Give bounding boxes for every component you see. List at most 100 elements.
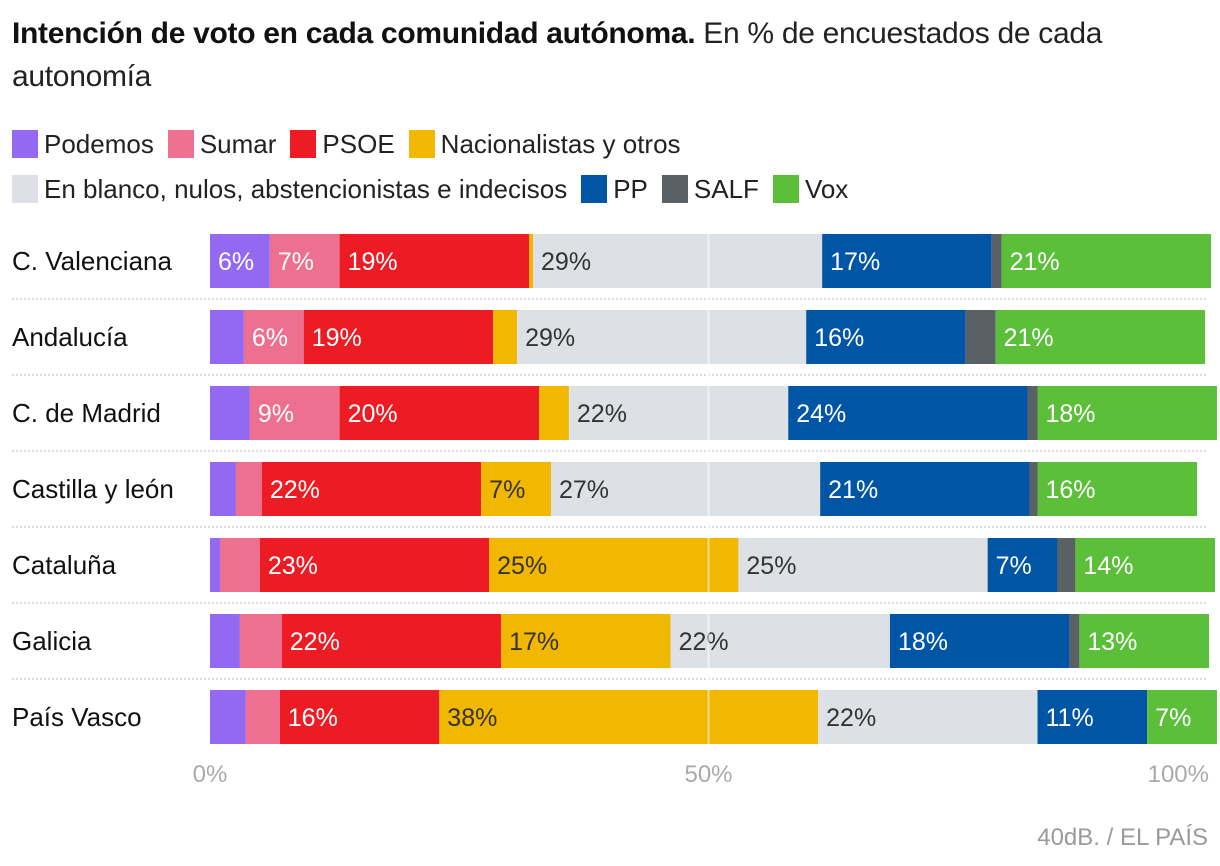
bar-segment [738,538,988,592]
segment-label: 7% [1155,704,1191,732]
legend-swatch [167,130,194,158]
chart-title: Intención de voto en cada comunidad autó… [12,12,1192,98]
bar-segment [210,310,244,364]
legend-swatch [408,130,435,158]
bar-segment [210,462,236,516]
legend-item: En blanco, nulos, abstencionistas e inde… [12,167,567,212]
legend-item: Vox [772,167,849,212]
bar-segment [210,690,246,744]
bar-segment [235,462,262,516]
bar-segment [1075,538,1215,592]
bar-segment [995,310,1206,364]
legend-swatch [12,130,38,158]
title-subtitle: En % de encuestados de cada autonomía [12,17,1103,93]
bar-segment [501,614,671,668]
segment-label: 6% [252,324,288,352]
segment-label: 16% [1046,476,1096,504]
legend-swatch [290,130,317,158]
segment-label: 16% [814,324,864,352]
legend-label: SALF [693,174,759,204]
x-tick-label: 50% [684,761,732,788]
row-label: Andalucía [12,322,128,352]
bar-segment [281,614,502,668]
x-tick-label: 0% [193,761,228,788]
bar-segment [517,310,807,364]
legend-label: En blanco, nulos, abstencionistas e inde… [44,174,568,204]
bar-segment [1037,386,1217,440]
segment-label: 16% [288,704,338,732]
bar-segment [550,462,821,516]
bar-segment [219,538,260,592]
legend-item: PP [581,167,648,212]
bar-segment [806,310,966,364]
legend-item: SALF [661,167,759,212]
bar-segment [987,538,1058,592]
segment-label: 19% [312,324,362,352]
title-bold: Intención de voto en cada comunidad autó… [12,17,696,50]
segment-label: 21% [828,476,878,504]
bar-segment [529,234,534,288]
legend-label: PP [613,174,648,204]
segment-label: 7% [489,476,525,504]
bar-segment [339,234,530,288]
segment-label: 7% [278,248,314,276]
legend-label: Vox [804,174,849,204]
legend-item: Podemos [12,122,154,167]
x-tick-label: 100% [1148,761,1209,788]
bar-segment [889,614,1070,668]
segment-label: 6% [218,248,254,276]
bar-segment [239,614,282,668]
bar-segment [439,690,819,744]
bar-segment [965,310,996,364]
bar-segment [1029,462,1038,516]
bar-segment [210,614,240,668]
bar-segment [818,690,1038,744]
segment-label: 22% [290,628,340,656]
bar-segment [1037,690,1148,744]
legend-label: PSOE [322,129,395,159]
segment-label: 11% [1046,704,1094,732]
segment-label: 29% [525,324,575,352]
legend-label: Podemos [44,129,154,159]
bar-segment [1147,690,1217,744]
segment-label: 9% [258,400,294,428]
segment-label: 25% [746,552,796,580]
bar-segment [539,386,569,440]
segment-label: 22% [679,628,729,656]
segment-label: 17% [509,628,559,656]
segment-label: 29% [541,248,591,276]
legend-swatch [581,175,608,203]
bar-segment [249,386,340,440]
bar-segment [259,538,490,592]
legend-label: Nacionalistas y otros [440,129,681,159]
bar-segment [339,386,540,440]
bar-segment [822,234,992,288]
segment-label: 7% [996,552,1032,580]
row-label: Cataluña [12,550,117,580]
segment-label: 24% [796,400,846,428]
segment-label: 18% [1046,400,1096,428]
segment-label: 13% [1087,628,1137,656]
legend-swatch [12,175,38,203]
bar-segment [1079,614,1209,668]
segment-label: 22% [826,704,876,732]
legend: Podemos Sumar PSOE Nacionalistas y otros En … [12,122,1112,212]
bar-segment [279,690,440,744]
row-label: Galicia [12,626,92,656]
legend-label: Sumar [199,129,277,159]
segment-label: 21% [1010,248,1060,276]
bar-segment [303,310,494,364]
source-credit: 40dB. / EL PAÍS [1037,824,1208,851]
segment-label: 14% [1083,552,1133,580]
segment-label: 38% [447,704,497,732]
bar-segment [1069,614,1080,668]
bar-segment [269,234,340,288]
legend-swatch [661,175,688,203]
bar-segment [245,690,280,744]
bar-segment [1001,234,1211,288]
segment-label: 19% [348,248,398,276]
segment-label: 27% [559,476,609,504]
segment-label: 25% [497,552,547,580]
legend-item: Sumar [167,122,277,167]
legend-swatch [772,175,799,203]
